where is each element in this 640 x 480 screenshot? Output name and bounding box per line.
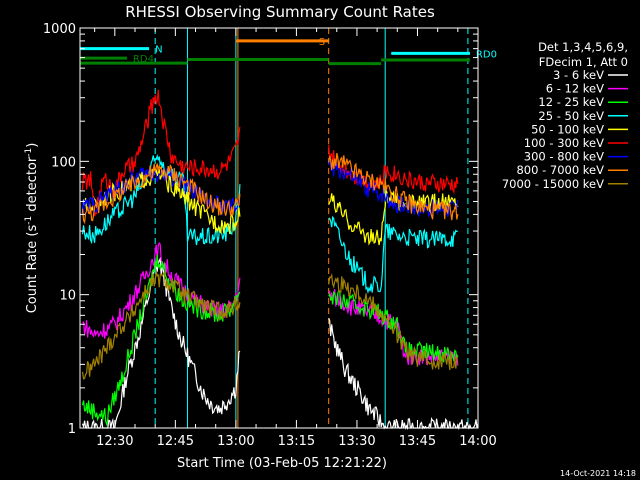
legend-label-7: 800 - 7000 keV [516, 163, 604, 177]
x-tick-label-0: 12:30 [96, 434, 133, 449]
legend-label-0: 3 - 6 keV [553, 68, 604, 82]
x-tick-label-5: 13:45 [399, 434, 436, 449]
x-tick-label-6: 14:00 [459, 434, 496, 449]
x-tick-label-3: 13:15 [278, 434, 315, 449]
x-tick-label-4: 13:30 [338, 434, 375, 449]
timestamp: 14-Oct-2021 14:18 [560, 469, 636, 478]
x-tick-label-1: 12:45 [157, 434, 194, 449]
series-line-2 [81, 254, 459, 427]
x-tick-label-2: 13:00 [217, 434, 254, 449]
legend-label-6: 300 - 800 keV [524, 150, 604, 164]
y-axis-label: Count Rate (s-1 detector-1) [24, 143, 40, 314]
legend-label-2: 12 - 25 keV [538, 95, 604, 109]
plot-frame [79, 27, 479, 429]
flag-label-7: S [319, 37, 325, 48]
x-axis-label: Start Time (03-Feb-05 12:21:22) [177, 456, 387, 471]
series-line-8 [81, 270, 459, 380]
axes: 12:30 12:45 13:00 13:15 13:30 13:45 14:00 1 10 10… [43, 22, 497, 449]
y-tick-label-2: 100 [51, 155, 76, 170]
flag-label-2: RD4 [133, 54, 154, 65]
chart-title: RHESSI Observing Summary Count Rates [125, 3, 435, 21]
flag-label-0: N [155, 45, 162, 56]
legend-label-5: 100 - 300 keV [524, 136, 604, 150]
legend-title-0: Det 1,3,4,5,6,9, [538, 40, 628, 54]
legend-label-8: 7000 - 15000 keV [502, 177, 604, 191]
legend-label-1: 6 - 12 keV [546, 82, 604, 96]
y-tick-label-0: 1 [68, 422, 76, 437]
legend-label-4: 50 - 100 keV [531, 122, 604, 136]
series-line-5 [81, 89, 459, 217]
flag-label-1: RD0 [476, 49, 497, 60]
series-line-3 [81, 153, 458, 295]
legend-title-1: FDecim 1, Att 0 [539, 55, 628, 69]
legend-label-3: 25 - 50 keV [538, 109, 604, 123]
plot-area: N RD0 RD4 S [80, 28, 497, 431]
y-tick-label-3: 1000 [43, 22, 76, 37]
series-line-7 [81, 153, 459, 225]
legend: Det 1,3,4,5,6,9,FDecim 1, Att 03 - 6 keV… [502, 40, 628, 191]
y-tick-label-1: 10 [59, 289, 76, 304]
